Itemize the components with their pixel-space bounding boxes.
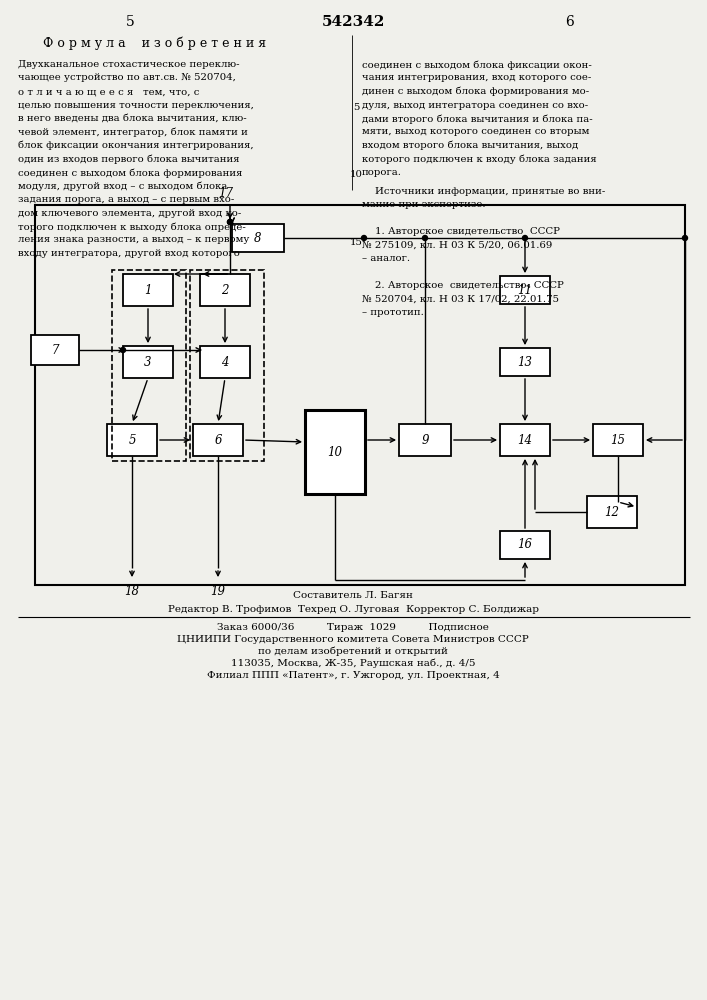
Text: входу интегратора, другой вход которого: входу интегратора, другой вход которого — [18, 249, 240, 258]
Text: 1. Авторское свидетельство  СССР: 1. Авторское свидетельство СССР — [362, 227, 560, 236]
Text: соединен с выходом блока формирования: соединен с выходом блока формирования — [18, 168, 243, 178]
Text: 5: 5 — [126, 15, 134, 29]
Text: 11: 11 — [518, 284, 532, 296]
Text: Филиал ППП «Патент», г. Ужгород, ул. Проектная, 4: Филиал ППП «Патент», г. Ужгород, ул. Про… — [206, 670, 499, 680]
Text: 7: 7 — [51, 344, 59, 357]
Bar — [123, 346, 173, 378]
Text: № 520704, кл. Н 03 К 17/02, 22.01.75: № 520704, кл. Н 03 К 17/02, 22.01.75 — [362, 294, 559, 304]
Text: ления знака разности, а выход – к первому: ления знака разности, а выход – к первом… — [18, 235, 250, 244]
Circle shape — [522, 235, 527, 240]
Bar — [593, 424, 643, 456]
Text: Редактор В. Трофимов  Техред О. Луговая  Корректор С. Болдижар: Редактор В. Трофимов Техред О. Луговая К… — [168, 605, 539, 614]
Text: дом ключевого элемента, другой вход ко-: дом ключевого элемента, другой вход ко- — [18, 209, 241, 218]
Text: чевой элемент, интегратор, блок памяти и: чевой элемент, интегратор, блок памяти и — [18, 127, 248, 137]
Text: 6: 6 — [566, 15, 574, 29]
Bar — [123, 274, 173, 306]
Text: входом второго блока вычитания, выход: входом второго блока вычитания, выход — [362, 141, 578, 150]
Bar — [193, 424, 243, 456]
Text: мание при экспертизе.: мание при экспертизе. — [362, 200, 486, 209]
Text: 4: 4 — [221, 356, 229, 368]
Text: мяти, выход которого соединен со вторым: мяти, выход которого соединен со вторым — [362, 127, 590, 136]
Text: задания порога, а выход – с первым вхо-: задания порога, а выход – с первым вхо- — [18, 195, 234, 204]
Text: 10: 10 — [349, 170, 363, 179]
Text: 5: 5 — [128, 434, 136, 446]
Text: № 275109, кл. Н 03 К 5/20, 06.01.69: № 275109, кл. Н 03 К 5/20, 06.01.69 — [362, 240, 552, 249]
Text: Составитель Л. Багян: Составитель Л. Багян — [293, 591, 413, 600]
Bar — [232, 224, 284, 252]
Text: чания интегрирования, вход которого сое-: чания интегрирования, вход которого сое- — [362, 74, 591, 83]
Text: 10: 10 — [327, 446, 342, 458]
Text: 113035, Москва, Ж-35, Раушская наб., д. 4/5: 113035, Москва, Ж-35, Раушская наб., д. … — [230, 658, 475, 668]
Text: 8: 8 — [255, 232, 262, 244]
Text: торого подключен к выходу блока опреде-: торого подключен к выходу блока опреде- — [18, 222, 246, 232]
Text: 3: 3 — [144, 356, 152, 368]
Text: – аналог.: – аналог. — [362, 254, 410, 263]
Text: Заказ 6000/36          Тираж  1029          Подписное: Заказ 6000/36 Тираж 1029 Подписное — [217, 622, 489, 632]
Text: блок фиксации окончания интегрирования,: блок фиксации окончания интегрирования, — [18, 141, 254, 150]
Text: Источники информации, принятые во вни-: Источники информации, принятые во вни- — [362, 186, 605, 196]
Circle shape — [228, 220, 233, 225]
Circle shape — [228, 220, 233, 225]
Text: 1: 1 — [144, 284, 152, 296]
Text: 542342: 542342 — [321, 15, 385, 29]
Text: 19: 19 — [211, 585, 226, 598]
Bar — [112, 270, 186, 461]
Bar — [107, 424, 157, 456]
Text: 5: 5 — [353, 103, 359, 112]
Text: ЦНИИПИ Государственного комитета Совета Министров СССР: ЦНИИПИ Государственного комитета Совета … — [177, 635, 529, 644]
Bar — [200, 346, 250, 378]
Text: модуля, другой вход – с выходом блока: модуля, другой вход – с выходом блока — [18, 182, 228, 191]
Text: динен с выходом блока формирования мо-: динен с выходом блока формирования мо- — [362, 87, 589, 97]
Text: соединен с выходом блока фиксации окон-: соединен с выходом блока фиксации окон- — [362, 60, 592, 70]
Bar — [500, 348, 550, 376]
Text: Двухканальное стохастическое переклю-: Двухканальное стохастическое переклю- — [18, 60, 240, 69]
Text: 9: 9 — [421, 434, 428, 446]
Bar — [35, 205, 685, 585]
Text: один из входов первого блока вычитания: один из входов первого блока вычитания — [18, 154, 240, 164]
Text: 2: 2 — [221, 284, 229, 296]
Text: целью повышения точности переключения,: целью повышения точности переключения, — [18, 101, 254, 109]
Text: 15: 15 — [349, 238, 363, 247]
Bar — [200, 274, 250, 306]
Circle shape — [120, 348, 126, 353]
Text: 18: 18 — [124, 585, 139, 598]
Bar — [399, 424, 451, 456]
Text: 16: 16 — [518, 538, 532, 552]
Bar — [500, 276, 550, 304]
Text: 17: 17 — [218, 187, 233, 200]
Circle shape — [423, 235, 428, 240]
Text: 6: 6 — [214, 434, 222, 446]
Text: Ф о р м у л а    и з о б р е т е н и я: Ф о р м у л а и з о б р е т е н и я — [43, 36, 267, 50]
Text: 12: 12 — [604, 506, 619, 518]
Text: 13: 13 — [518, 356, 532, 368]
Bar — [587, 496, 637, 528]
Text: чающее устройство по авт.св. № 520704,: чающее устройство по авт.св. № 520704, — [18, 74, 236, 83]
Bar — [500, 424, 550, 456]
Text: дами второго блока вычитания и блока па-: дами второго блока вычитания и блока па- — [362, 114, 592, 123]
Text: по делам изобретений и открытий: по делам изобретений и открытий — [258, 646, 448, 656]
Text: 2. Авторское  свидетельство₄ СССР: 2. Авторское свидетельство₄ СССР — [362, 281, 563, 290]
Bar — [190, 270, 264, 461]
Text: 14: 14 — [518, 434, 532, 446]
Bar — [31, 335, 79, 365]
Text: 15: 15 — [611, 434, 626, 446]
Bar — [500, 531, 550, 559]
Text: порога.: порога. — [362, 168, 402, 177]
Circle shape — [682, 235, 687, 240]
Circle shape — [361, 235, 366, 240]
Text: дуля, выход интегратора соединен со вхо-: дуля, выход интегратора соединен со вхо- — [362, 101, 588, 109]
Text: – прототип.: – прототип. — [362, 308, 424, 317]
Text: которого подключен к входу блока задания: которого подключен к входу блока задания — [362, 154, 597, 164]
Text: в него введены два блока вычитания, клю-: в него введены два блока вычитания, клю- — [18, 114, 247, 123]
Text: о т л и ч а ю щ е е с я   тем, что, с: о т л и ч а ю щ е е с я тем, что, с — [18, 87, 199, 96]
Bar — [305, 410, 365, 494]
